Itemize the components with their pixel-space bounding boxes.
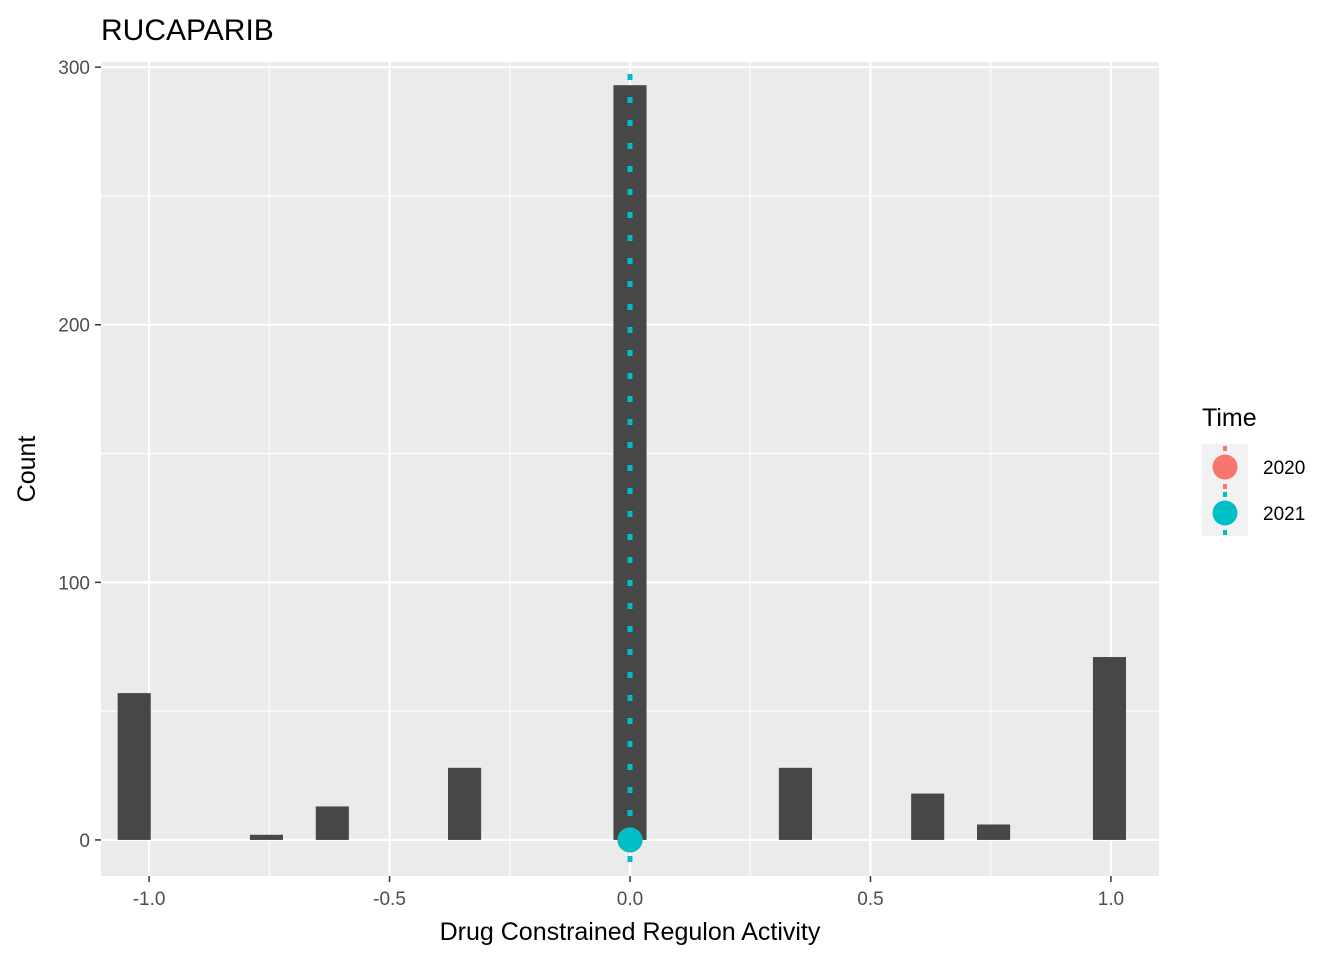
histogram-bar: [448, 767, 482, 840]
histogram-bars: [117, 85, 1127, 840]
histogram-bar: [613, 85, 647, 840]
legend: Time 2020 2021: [1202, 404, 1305, 536]
legend-items: 2020 2021: [1202, 444, 1305, 536]
chart-title: RUCAPARIB: [101, 14, 274, 47]
histogram-bar: [249, 834, 283, 840]
x-tick-label: 1.0: [1098, 889, 1124, 910]
legend-title: Time: [1202, 404, 1257, 432]
time-points: [617, 827, 643, 853]
legend-label-2021: 2021: [1263, 504, 1305, 525]
x-tick-label: 0.0: [617, 889, 643, 910]
x-tick-label: -0.5: [373, 889, 406, 910]
y-tick-label: 300: [58, 58, 90, 79]
y-tick-label: 100: [58, 573, 90, 594]
legend-key-point-2020: [1212, 454, 1238, 480]
x-tick-label: -1.0: [133, 889, 166, 910]
histogram-bar: [1092, 657, 1127, 840]
histogram-bar: [977, 824, 1011, 840]
legend-label-2020: 2020: [1263, 458, 1305, 479]
x-tick-label: 0.5: [857, 889, 883, 910]
histogram-bar: [117, 693, 151, 840]
y-axis-title: Count: [13, 436, 41, 503]
histogram-bar: [911, 793, 945, 840]
y-tick-label: 0: [79, 831, 90, 852]
histogram-bar: [778, 767, 812, 840]
x-axis-title: Drug Constrained Regulon Activity: [440, 918, 821, 946]
legend-key-point-2021: [1212, 500, 1238, 526]
point-2021: [617, 827, 643, 853]
x-axis-ticks: -1.0 -0.5 0.0 0.5 1.0: [133, 876, 1124, 910]
y-tick-label: 200: [58, 316, 90, 337]
histogram-bar: [315, 806, 349, 840]
y-axis-ticks: 0 100 200 300: [58, 58, 101, 852]
